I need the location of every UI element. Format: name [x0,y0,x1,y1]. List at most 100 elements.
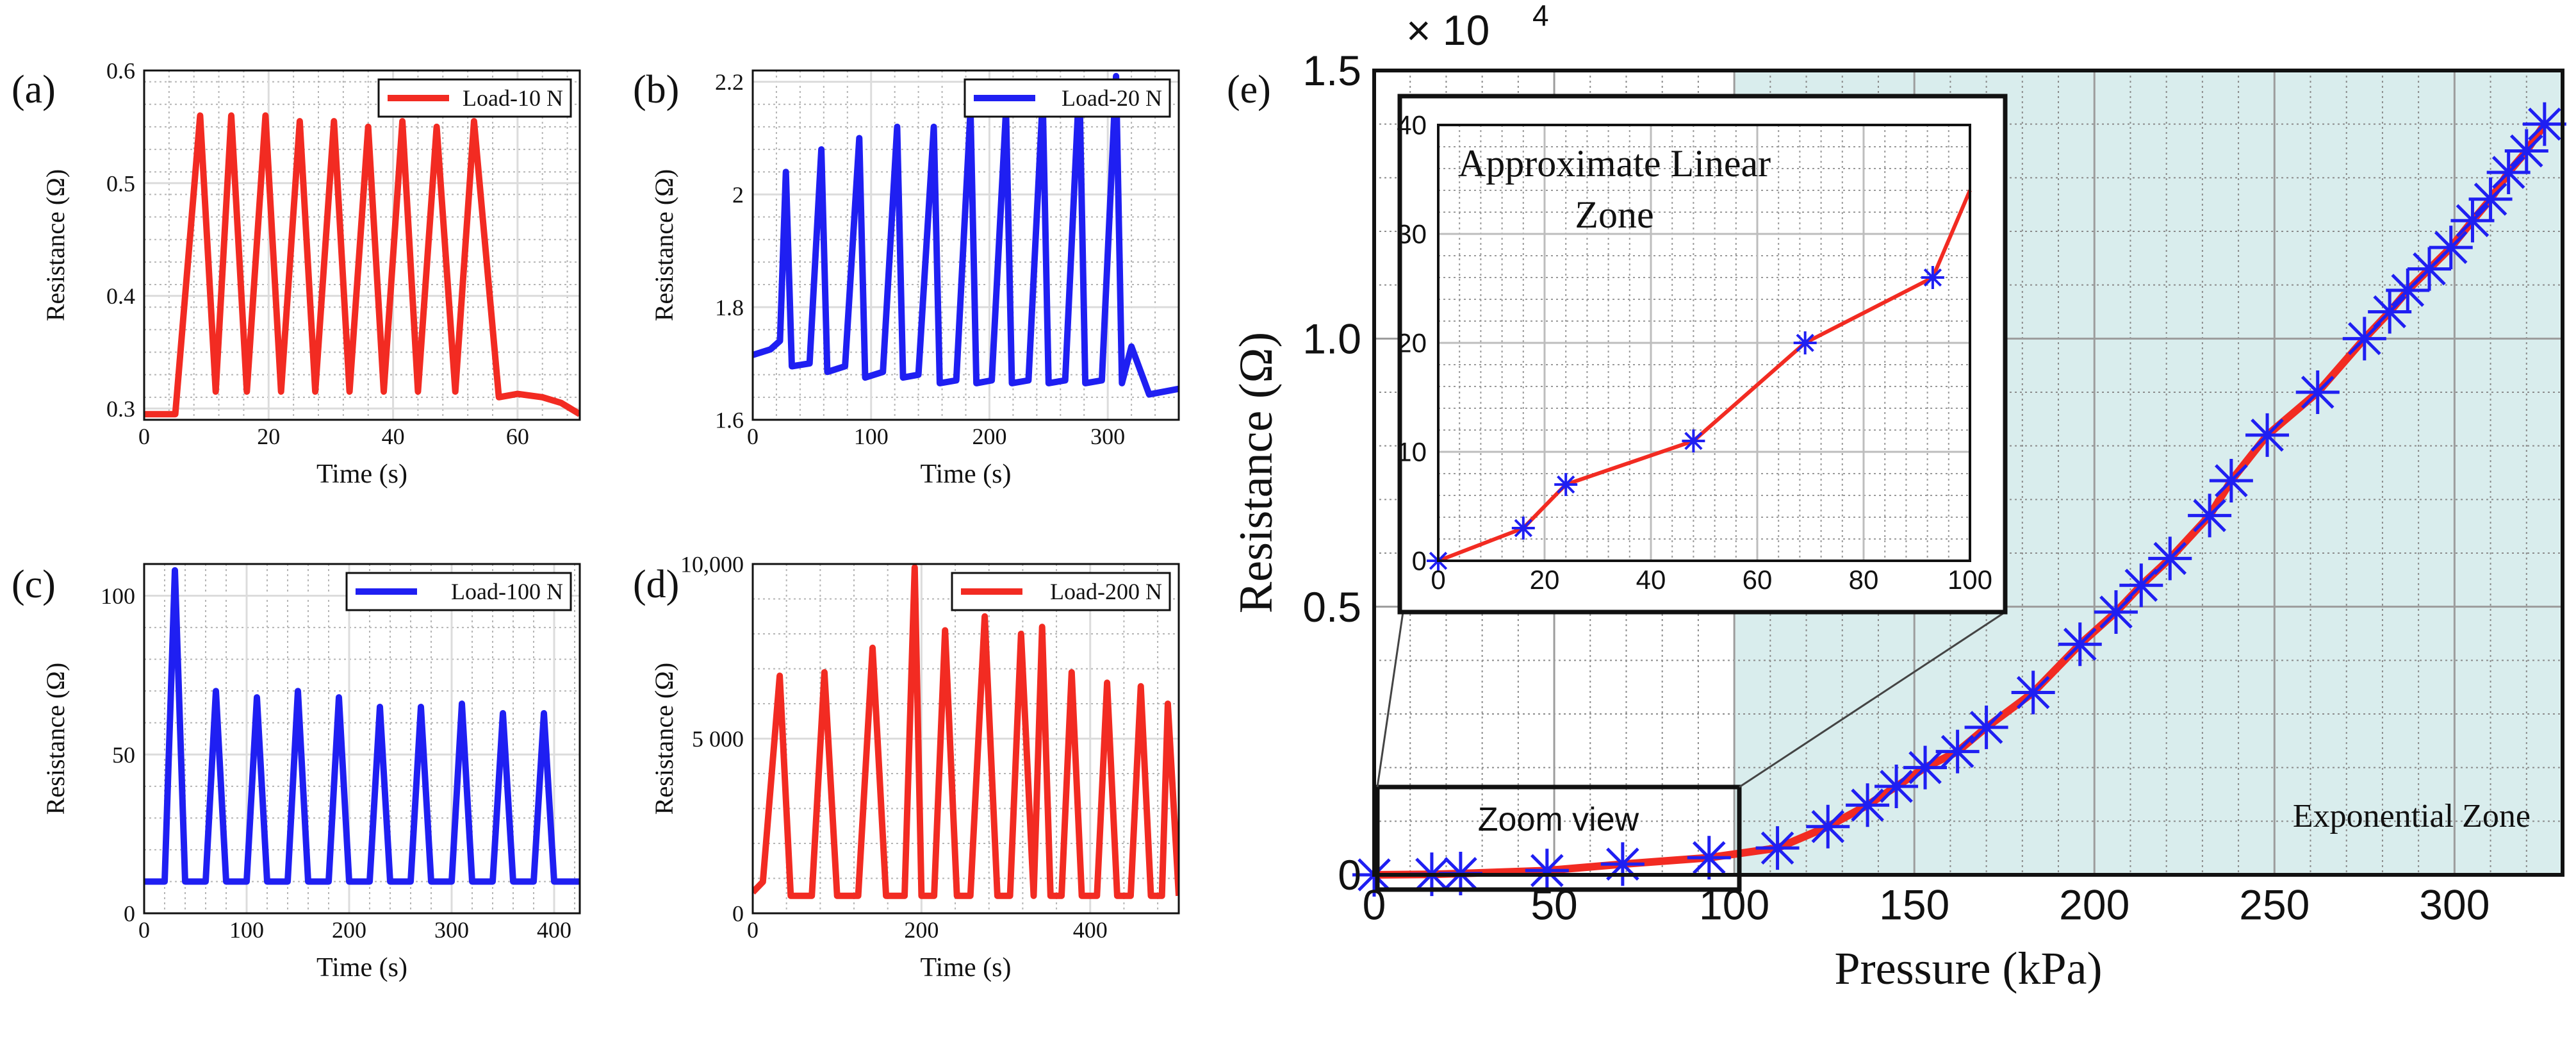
x-tick-label: 300 [2419,881,2490,928]
x-tick-label: 0 [747,917,759,943]
data-point-marker [2011,670,2055,715]
y-tick-label: 20 [1397,328,1427,358]
x-tick-label: 200 [904,917,939,943]
marker-stroke [2124,568,2158,602]
x-tick-label: 200 [332,917,366,943]
y-tick-label: 0.5 [1302,583,1361,631]
legend: Load-100 N [345,572,572,611]
data-point-marker [1525,849,1569,893]
marker-stroke [2491,156,2525,189]
zoom-view-label: Zoom view [1478,801,1639,838]
inset-title-line: Approximate Linear [1458,142,1771,185]
y-tick-label: 0.3 [106,396,135,422]
y-axis-label: Resistance (Ω) [41,663,70,815]
marker-stroke [2348,322,2381,356]
series-group [144,567,580,885]
y-axis-label: Resistance (Ω) [650,169,678,321]
legend: Load-10 N [377,78,572,118]
data-point-marker [1687,836,1731,880]
data-point-marker [1921,266,1944,289]
marker-stroke [1811,809,1845,843]
marker-stroke [1940,734,1974,768]
data-point-marker [1806,804,1850,849]
data-point-marker [1511,517,1535,540]
marker-stroke [1796,333,1814,352]
marker-stroke [2193,499,2226,533]
y-tick-label: 0 [1412,546,1427,576]
marker-stroke [1880,770,1913,803]
data-point-marker [1755,826,1800,870]
marker-stroke [2153,542,2187,576]
data-point-marker [1875,764,1919,808]
inset-plot-frame [1437,124,1971,562]
x-tick-label: 200 [2059,881,2129,928]
x-tick-label: 250 [2239,881,2309,928]
x-tick-label: 20 [1530,565,1560,595]
y-tick-label: 1.8 [715,295,744,320]
x-tick-label: 100 [854,424,889,449]
panel-c: 0 100 200 300 400 0 50 100 Time (s) Resistance (Ω… [12,563,581,983]
marker-stroke [2373,295,2406,329]
x-tick-label: 0 [138,424,150,449]
y-tick-label: 10,000 [680,552,744,577]
y-tick-label: 2.2 [715,69,744,95]
series-line [144,112,580,418]
marker-stroke [1692,841,1726,875]
marker-stroke [2251,419,2284,452]
data-point-marker [1554,473,1578,496]
data-point-marker [2295,370,2340,414]
y-tick-label: 30 [1397,219,1427,249]
x-tick-label: 60 [1743,565,1773,595]
y-tick-label: 0.4 [106,283,135,309]
x-tick-label: 0 [138,917,150,943]
data-point-marker [1682,429,1705,452]
plot-frame [143,69,581,421]
y-tick-label: 0.5 [106,170,135,196]
data-point-marker [2504,129,2548,173]
marker-stroke [2456,204,2490,238]
y-axis-label: Resistance (Ω) [650,663,678,815]
y-tick-label: 0 [1338,851,1361,899]
marker-stroke [1760,831,1794,865]
marker-stroke [2509,134,2543,168]
y-tick-label: 0 [732,901,744,927]
panel-label: (e) [1227,68,1271,112]
plot-frame [751,563,1180,915]
data-point-marker [2486,150,2531,194]
marker-stroke [1684,431,1703,451]
y-scale-multiplier: × 10 [1406,6,1489,54]
x-tick-label: 0 [1431,565,1445,595]
data-point-marker [2245,413,2290,457]
x-tick-label: 100 [1948,565,1992,595]
x-axis-label: Pressure (kPa) [1835,943,2103,994]
series-group [753,564,1179,899]
x-tick-label: 80 [1849,565,1879,595]
y-tick-label: 10 [1397,437,1427,467]
y-tick-label: 0.6 [106,58,135,84]
panel-label: (b) [633,68,679,112]
data-point-marker [2368,290,2412,334]
x-tick-label: 60 [506,424,529,449]
marker-stroke [2434,231,2468,264]
zoom-view-box [1375,784,1742,892]
panel-b: 0 100 200 300 1.6 1.8 2 2.2 Time (s) Resistance (… [633,68,1180,489]
data-point-marker [1903,745,1948,790]
data-point-marker [1793,331,1817,354]
x-tick-label: 200 [972,424,1006,449]
panel-label: (d) [633,563,679,606]
x-axis-label: Time (s) [316,953,407,983]
panel-label: (c) [12,563,56,606]
x-axis-label: Time (s) [921,953,1012,983]
marker-stroke [2473,182,2507,216]
marker-stroke [2099,595,2133,629]
zoom-connector-line [1739,611,2006,788]
data-point-marker [1600,842,1645,886]
x-tick-label: 40 [382,424,405,449]
x-tick-label: 400 [537,917,571,943]
legend-label: Load-200 N [1050,579,1162,604]
data-point-marker [2119,563,2163,608]
x-tick-label: 400 [1073,917,1108,943]
marker-stroke [1557,475,1575,494]
inset-title-line: Zone [1575,194,1653,236]
